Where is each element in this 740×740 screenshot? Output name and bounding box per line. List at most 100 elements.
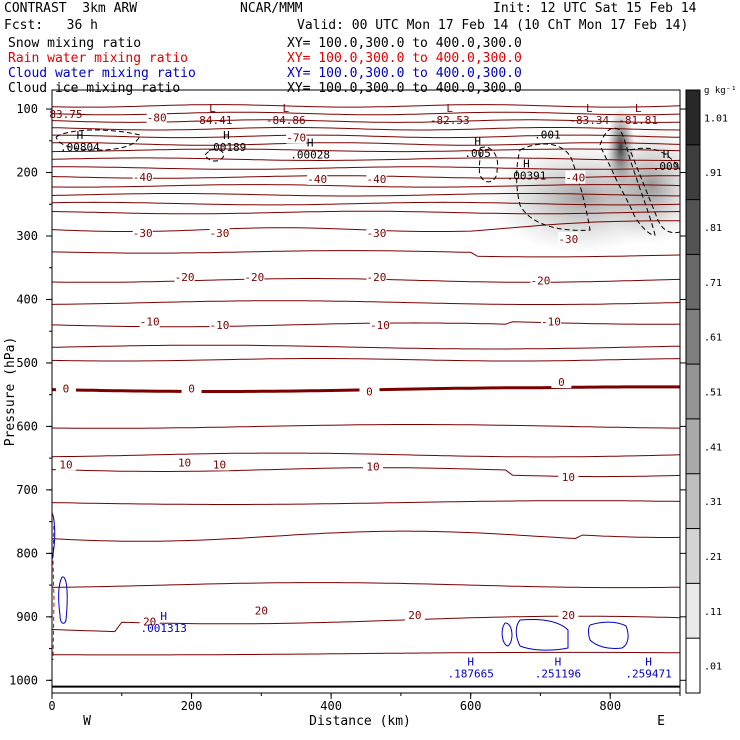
colorbar-tick-label: .91 <box>704 168 722 179</box>
valid-label: Valid: 00 UTC Mon 17 Feb 14 (10 ChT Mon … <box>297 18 689 33</box>
isotherm-label: -20 <box>531 274 551 287</box>
cloud-water-contour <box>52 514 56 561</box>
colorbar-swatch <box>686 144 700 200</box>
high-marker: H <box>474 135 481 148</box>
east-label: E <box>657 714 665 729</box>
isotherm-line <box>52 424 680 429</box>
isotherm-label: -20 <box>244 271 264 284</box>
colorbar-tick-label: 1.01 <box>704 113 728 124</box>
colorbar-swatch <box>686 254 700 310</box>
extremum-value: .251196 <box>535 668 581 681</box>
y-tick-label: 600 <box>16 419 38 433</box>
colorbar-tick-label: .01 <box>704 662 722 673</box>
isotherm-line <box>52 220 680 232</box>
cloud-water-contour <box>501 622 513 647</box>
isotherm-label-bg <box>209 225 230 239</box>
extremum-value: .00028 <box>290 148 330 161</box>
isotherm-line <box>52 582 680 589</box>
field-cloud-water: Cloud water mixing ratio <box>8 66 196 81</box>
isotherm-label: 20 <box>255 604 268 617</box>
colorbar-swatch <box>686 90 700 145</box>
isotherm-label: 20 <box>562 609 575 622</box>
isotherm-label: -30 <box>133 227 153 240</box>
isotherm-label-bg <box>404 607 425 621</box>
isotherm-label-bg <box>244 270 265 284</box>
isotherm-label: 0 <box>558 376 565 389</box>
isotherm-label: 10 <box>59 458 72 471</box>
cloud-ice-contour <box>516 143 591 231</box>
extremum-value: .187665 <box>447 668 493 681</box>
colorbar-tick-label: .11 <box>704 607 722 618</box>
isotherm-line <box>52 250 680 258</box>
isotherm-line <box>52 210 680 215</box>
model-label: CONTRAST 3km ARW <box>4 1 138 16</box>
isotherm-label: -10 <box>541 316 561 329</box>
isotherm-label-bg <box>558 232 579 246</box>
isotherm-label: 10 <box>178 457 191 470</box>
extremum-value: -84.41 <box>193 114 233 127</box>
isotherm-label-bg <box>366 225 387 239</box>
isotherm-line <box>52 300 680 305</box>
high-marker: H <box>467 656 474 669</box>
colorbar-swatch <box>686 199 700 255</box>
isotherm-label-bg <box>209 317 230 331</box>
extremum-value: .259471 <box>625 668 671 681</box>
cloud-ice-contour <box>478 146 499 183</box>
west-label: W <box>83 714 91 729</box>
field-rain-xy: XY= 100.0,300.0 to 400.0,300.0 <box>287 51 522 66</box>
extremum-value: .001313 <box>140 622 186 635</box>
y-tick-label: 500 <box>16 356 38 370</box>
field-snow-xy: XY= 100.0,300.0 to 400.0,300.0 <box>287 36 522 51</box>
high-marker: H <box>307 136 314 149</box>
isotherm-label-bg <box>530 273 551 287</box>
y-tick-label: 800 <box>16 546 38 560</box>
x-tick-label: 600 <box>460 699 482 713</box>
y-tick-label: 1000 <box>9 673 38 687</box>
cloud-water-contour <box>58 576 68 624</box>
low-marker: L <box>282 102 289 115</box>
isotherm-label-bg <box>540 314 561 328</box>
isotherm-label: -70 <box>286 132 306 145</box>
colorbar-swatch <box>686 418 700 474</box>
colorbar-tick-label: .71 <box>704 278 722 289</box>
isotherm-label-bg <box>307 171 328 185</box>
extremum-value: -81.81 <box>618 114 658 127</box>
isotherm-label-bg <box>558 607 579 621</box>
isotherm-line <box>52 530 680 542</box>
isotherm-label-bg <box>181 381 202 395</box>
y-axis-title: Pressure (hPa) <box>3 337 18 447</box>
isotherm-label-bg <box>286 130 307 144</box>
isotherm-label: 0 <box>366 386 373 399</box>
field-rain: Rain water mixing ratio <box>8 51 189 66</box>
colorbar-tick-label: .61 <box>704 333 722 344</box>
colorbar-tick-label: .21 <box>704 552 722 563</box>
cloud-ice-contour <box>629 147 680 234</box>
isotherm-line <box>52 134 680 139</box>
isotherm-label-bg <box>362 459 383 473</box>
isotherm-line <box>52 344 680 350</box>
isotherm-line <box>52 126 680 131</box>
isotherm-label: -80 <box>147 111 167 124</box>
isotherm-label-bg <box>146 110 167 124</box>
extremum-value: .00391 <box>507 169 547 182</box>
isotherm-line <box>52 452 680 458</box>
colorbar-swatch <box>686 309 700 365</box>
contour-label: 83.75 <box>49 108 82 121</box>
y-tick-label: 900 <box>16 610 38 624</box>
isotherm-label: 10 <box>366 460 379 473</box>
colorbar-tick-label: .41 <box>704 442 722 453</box>
isotherm-label: -40 <box>133 171 153 184</box>
x-tick-label: 200 <box>181 699 203 713</box>
high-marker: H <box>523 157 530 170</box>
colorbar-tick-label: .81 <box>704 223 722 234</box>
isotherm-line <box>52 500 680 505</box>
isotherm-label-bg <box>565 170 586 184</box>
field-cloud-ice: Cloud ice mixing ratio <box>8 81 181 96</box>
isotherm-label: 20 <box>408 609 421 622</box>
high-marker: H <box>555 656 562 669</box>
isotherm-label-bg <box>55 457 76 471</box>
y-tick-label: 100 <box>16 102 38 116</box>
cloud-water-contour <box>515 619 569 651</box>
isotherm-label-bg <box>551 374 572 388</box>
